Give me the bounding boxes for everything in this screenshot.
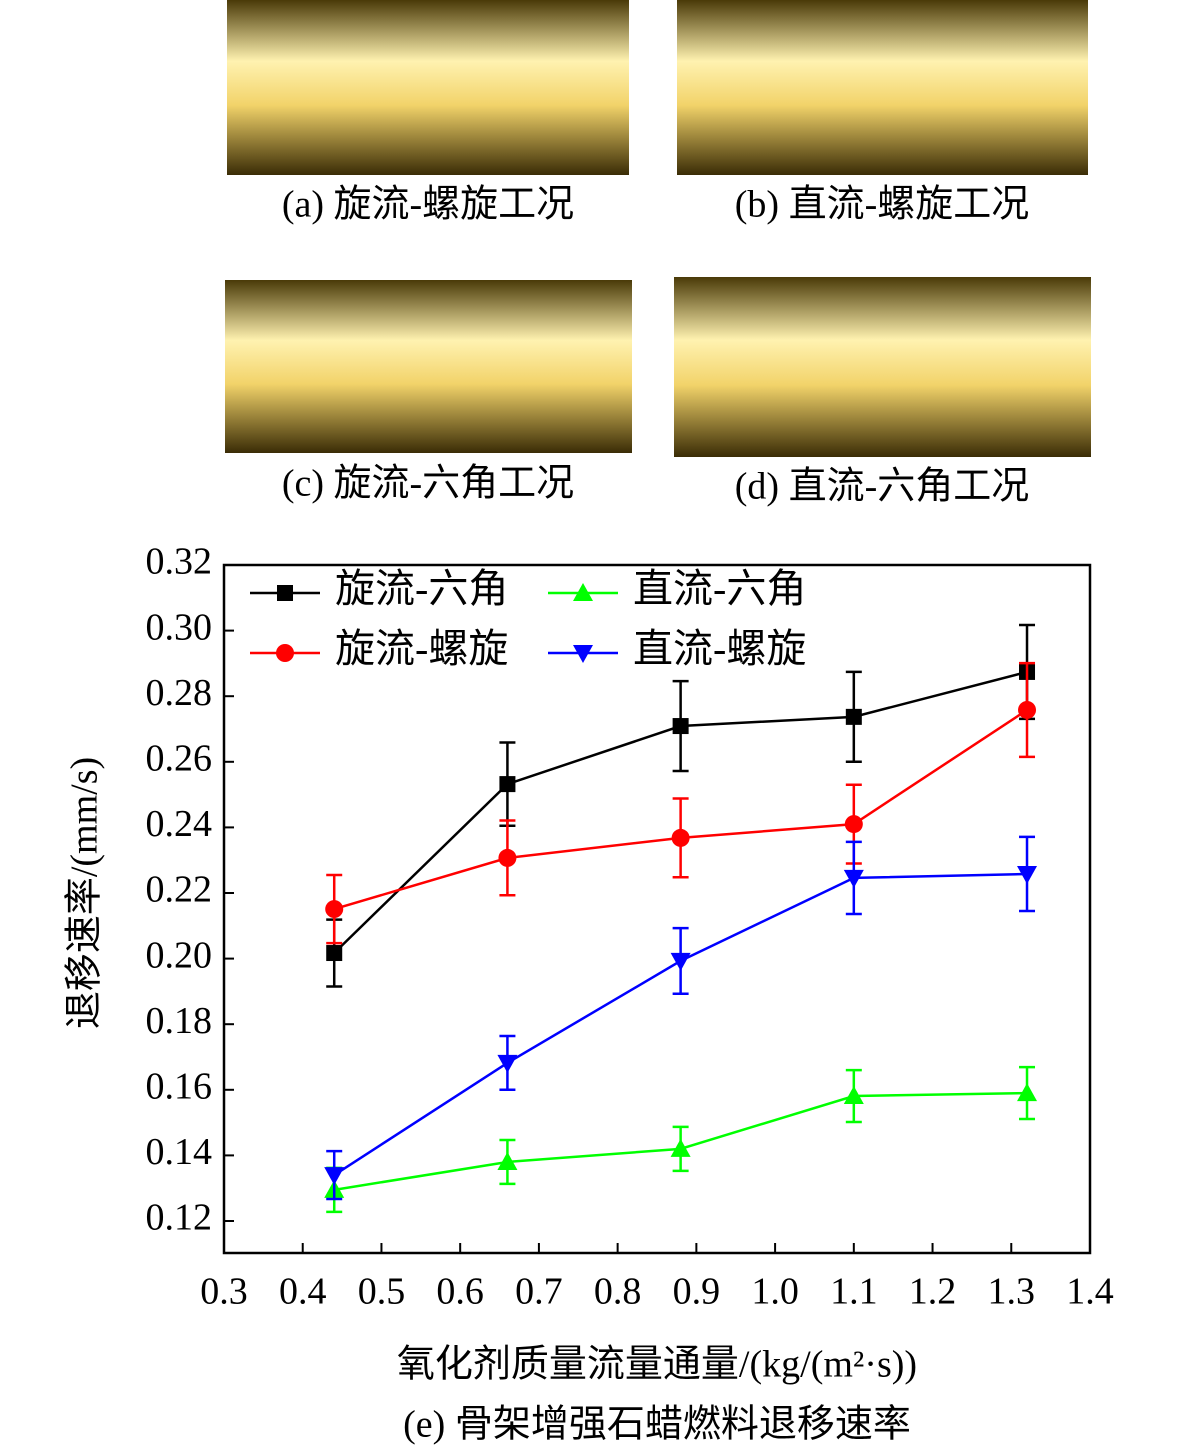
y-tick-label: 0.26 bbox=[146, 738, 213, 780]
x-tick-label: 0.5 bbox=[358, 1271, 406, 1313]
marker bbox=[843, 869, 864, 888]
photo-caption: (c) 旋流-六角工况 bbox=[282, 463, 574, 505]
x-tick-label: 1.0 bbox=[751, 1271, 799, 1313]
legend-label: 旋流-六角 bbox=[335, 566, 508, 611]
y-tick-label: 0.18 bbox=[146, 1000, 213, 1042]
plot-frame bbox=[222, 563, 1092, 1255]
legend-marker bbox=[573, 583, 593, 601]
marker bbox=[498, 848, 517, 867]
legend-marker bbox=[573, 645, 593, 663]
marker bbox=[670, 1138, 691, 1157]
photo bbox=[225, 280, 632, 453]
legend-marker bbox=[277, 585, 293, 601]
x-tick-label: 1.4 bbox=[1066, 1271, 1114, 1313]
legend-label: 直流-六角 bbox=[633, 566, 806, 611]
y-tick-label: 0.24 bbox=[146, 803, 213, 845]
marker bbox=[1017, 1083, 1038, 1102]
legend-label: 旋流-螺旋 bbox=[335, 626, 508, 671]
x-tick-label: 0.7 bbox=[515, 1271, 563, 1313]
marker bbox=[844, 815, 863, 834]
marker bbox=[670, 952, 691, 971]
y-axis-label: 退移速率/(mm/s) bbox=[64, 757, 106, 1029]
y-tick-label: 0.12 bbox=[146, 1197, 213, 1239]
y-tick-label: 0.20 bbox=[146, 934, 213, 976]
marker bbox=[324, 1167, 345, 1186]
x-tick-label: 1.1 bbox=[830, 1271, 878, 1313]
y-tick-label: 0.22 bbox=[146, 869, 213, 911]
marker bbox=[499, 776, 516, 793]
marker bbox=[1017, 865, 1038, 884]
x-tick-label: 1.2 bbox=[909, 1271, 957, 1313]
x-tick-label: 0.9 bbox=[673, 1271, 721, 1313]
marker bbox=[672, 718, 689, 735]
y-tick-label: 0.28 bbox=[146, 672, 213, 714]
marker bbox=[843, 1086, 864, 1105]
x-tick-label: 0.4 bbox=[279, 1271, 327, 1313]
photo-caption: (b) 直流-螺旋工况 bbox=[735, 184, 1029, 226]
x-axis-label: 氧化剂质量流量通量/(kg/(m²·s)) bbox=[397, 1344, 917, 1386]
y-tick-label: 0.32 bbox=[146, 541, 213, 583]
photo-caption: (a) 旋流-螺旋工况 bbox=[282, 184, 574, 226]
marker bbox=[497, 1054, 518, 1073]
photo bbox=[227, 0, 629, 175]
photo bbox=[674, 277, 1091, 457]
x-tick-label: 0.3 bbox=[200, 1271, 248, 1313]
marker bbox=[325, 900, 344, 919]
x-tick-label: 0.8 bbox=[594, 1271, 642, 1313]
x-tick-label: 0.6 bbox=[436, 1271, 484, 1313]
photo-caption: (d) 直流-六角工况 bbox=[735, 466, 1029, 508]
marker bbox=[671, 828, 690, 847]
chart-caption: (e) 骨架增强石蜡燃料退移速率 bbox=[403, 1404, 911, 1446]
marker bbox=[1018, 700, 1037, 719]
x-tick-label: 1.3 bbox=[988, 1271, 1036, 1313]
marker bbox=[497, 1151, 518, 1170]
marker bbox=[326, 945, 343, 962]
photo bbox=[677, 0, 1088, 175]
marker bbox=[845, 708, 862, 725]
y-tick-label: 0.16 bbox=[146, 1066, 213, 1108]
legend-marker bbox=[276, 644, 294, 662]
y-tick-label: 0.30 bbox=[146, 606, 213, 648]
legend-label: 直流-螺旋 bbox=[633, 626, 806, 671]
y-tick-label: 0.14 bbox=[146, 1131, 213, 1173]
